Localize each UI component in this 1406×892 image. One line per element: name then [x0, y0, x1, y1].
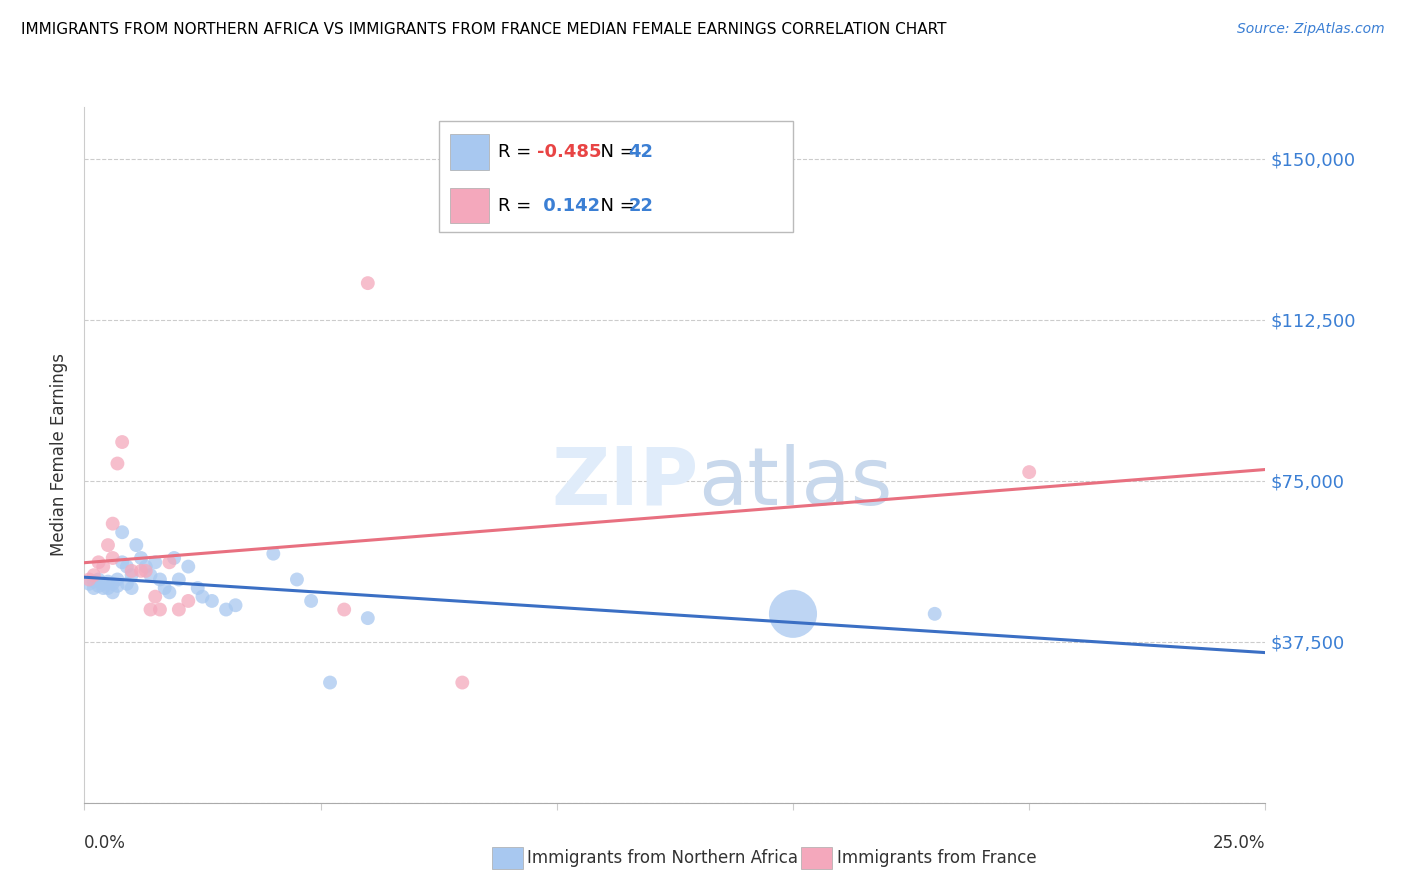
Point: [101, 516, 124, 531]
Point: [83, 574, 105, 589]
Point: [153, 581, 176, 595]
Point: [167, 602, 190, 616]
Point: [83, 581, 105, 595]
Point: [107, 457, 129, 471]
Point: [77, 573, 100, 587]
Point: [167, 573, 190, 587]
Point: [782, 607, 804, 621]
Text: Source: ZipAtlas.com: Source: ZipAtlas.com: [1237, 22, 1385, 37]
Point: [139, 602, 162, 616]
Point: [101, 576, 124, 591]
Point: [149, 573, 172, 587]
Point: [101, 585, 124, 599]
Text: 0.0%: 0.0%: [84, 834, 127, 852]
Text: IMMIGRANTS FROM NORTHERN AFRICA VS IMMIGRANTS FROM FRANCE MEDIAN FEMALE EARNINGS: IMMIGRANTS FROM NORTHERN AFRICA VS IMMIG…: [21, 22, 946, 37]
Text: Immigrants from Northern Africa: Immigrants from Northern Africa: [527, 849, 799, 867]
Point: [924, 607, 946, 621]
Point: [111, 435, 134, 450]
Text: Immigrants from France: Immigrants from France: [837, 849, 1036, 867]
Text: -0.485: -0.485: [537, 143, 602, 161]
Point: [77, 576, 100, 591]
Text: R =: R =: [498, 196, 537, 215]
Point: [143, 590, 166, 604]
Point: [299, 594, 322, 608]
Point: [125, 538, 148, 552]
Point: [115, 576, 138, 591]
Point: [149, 602, 172, 616]
Point: [121, 568, 143, 582]
Point: [101, 551, 124, 566]
Point: [115, 559, 138, 574]
Point: [87, 579, 110, 593]
Point: [333, 602, 356, 616]
Text: R =: R =: [498, 143, 537, 161]
Y-axis label: Median Female Earnings: Median Female Earnings: [51, 353, 69, 557]
Point: [177, 594, 200, 608]
Text: 42: 42: [628, 143, 654, 161]
Point: [129, 564, 152, 578]
Point: [191, 590, 214, 604]
Point: [139, 568, 162, 582]
Point: [1018, 465, 1040, 479]
Point: [107, 579, 129, 593]
Point: [107, 573, 129, 587]
Point: [91, 576, 114, 591]
Point: [143, 555, 166, 569]
Point: [83, 568, 105, 582]
Point: [163, 551, 186, 566]
Point: [262, 547, 284, 561]
Point: [121, 564, 143, 578]
Point: [157, 555, 180, 569]
Text: N =: N =: [589, 196, 641, 215]
Point: [111, 555, 134, 569]
Point: [135, 564, 157, 578]
Point: [177, 559, 200, 574]
Point: [111, 525, 134, 540]
Text: 0.142: 0.142: [537, 196, 600, 215]
Point: [121, 581, 143, 595]
Point: [357, 276, 380, 290]
Point: [87, 555, 110, 569]
Text: 25.0%: 25.0%: [1213, 834, 1265, 852]
Point: [97, 581, 120, 595]
Point: [129, 551, 152, 566]
Point: [357, 611, 380, 625]
Text: N =: N =: [589, 143, 641, 161]
Point: [91, 581, 114, 595]
Point: [157, 585, 180, 599]
Point: [187, 581, 209, 595]
Text: atlas: atlas: [699, 443, 893, 522]
Point: [135, 559, 157, 574]
Point: [97, 538, 120, 552]
Point: [215, 602, 238, 616]
Text: 22: 22: [628, 196, 654, 215]
Point: [451, 675, 474, 690]
Text: ZIP: ZIP: [551, 443, 699, 522]
Point: [225, 599, 247, 613]
Point: [87, 573, 110, 587]
Point: [91, 559, 114, 574]
Point: [97, 574, 120, 589]
Point: [201, 594, 224, 608]
Point: [285, 573, 308, 587]
Point: [319, 675, 342, 690]
